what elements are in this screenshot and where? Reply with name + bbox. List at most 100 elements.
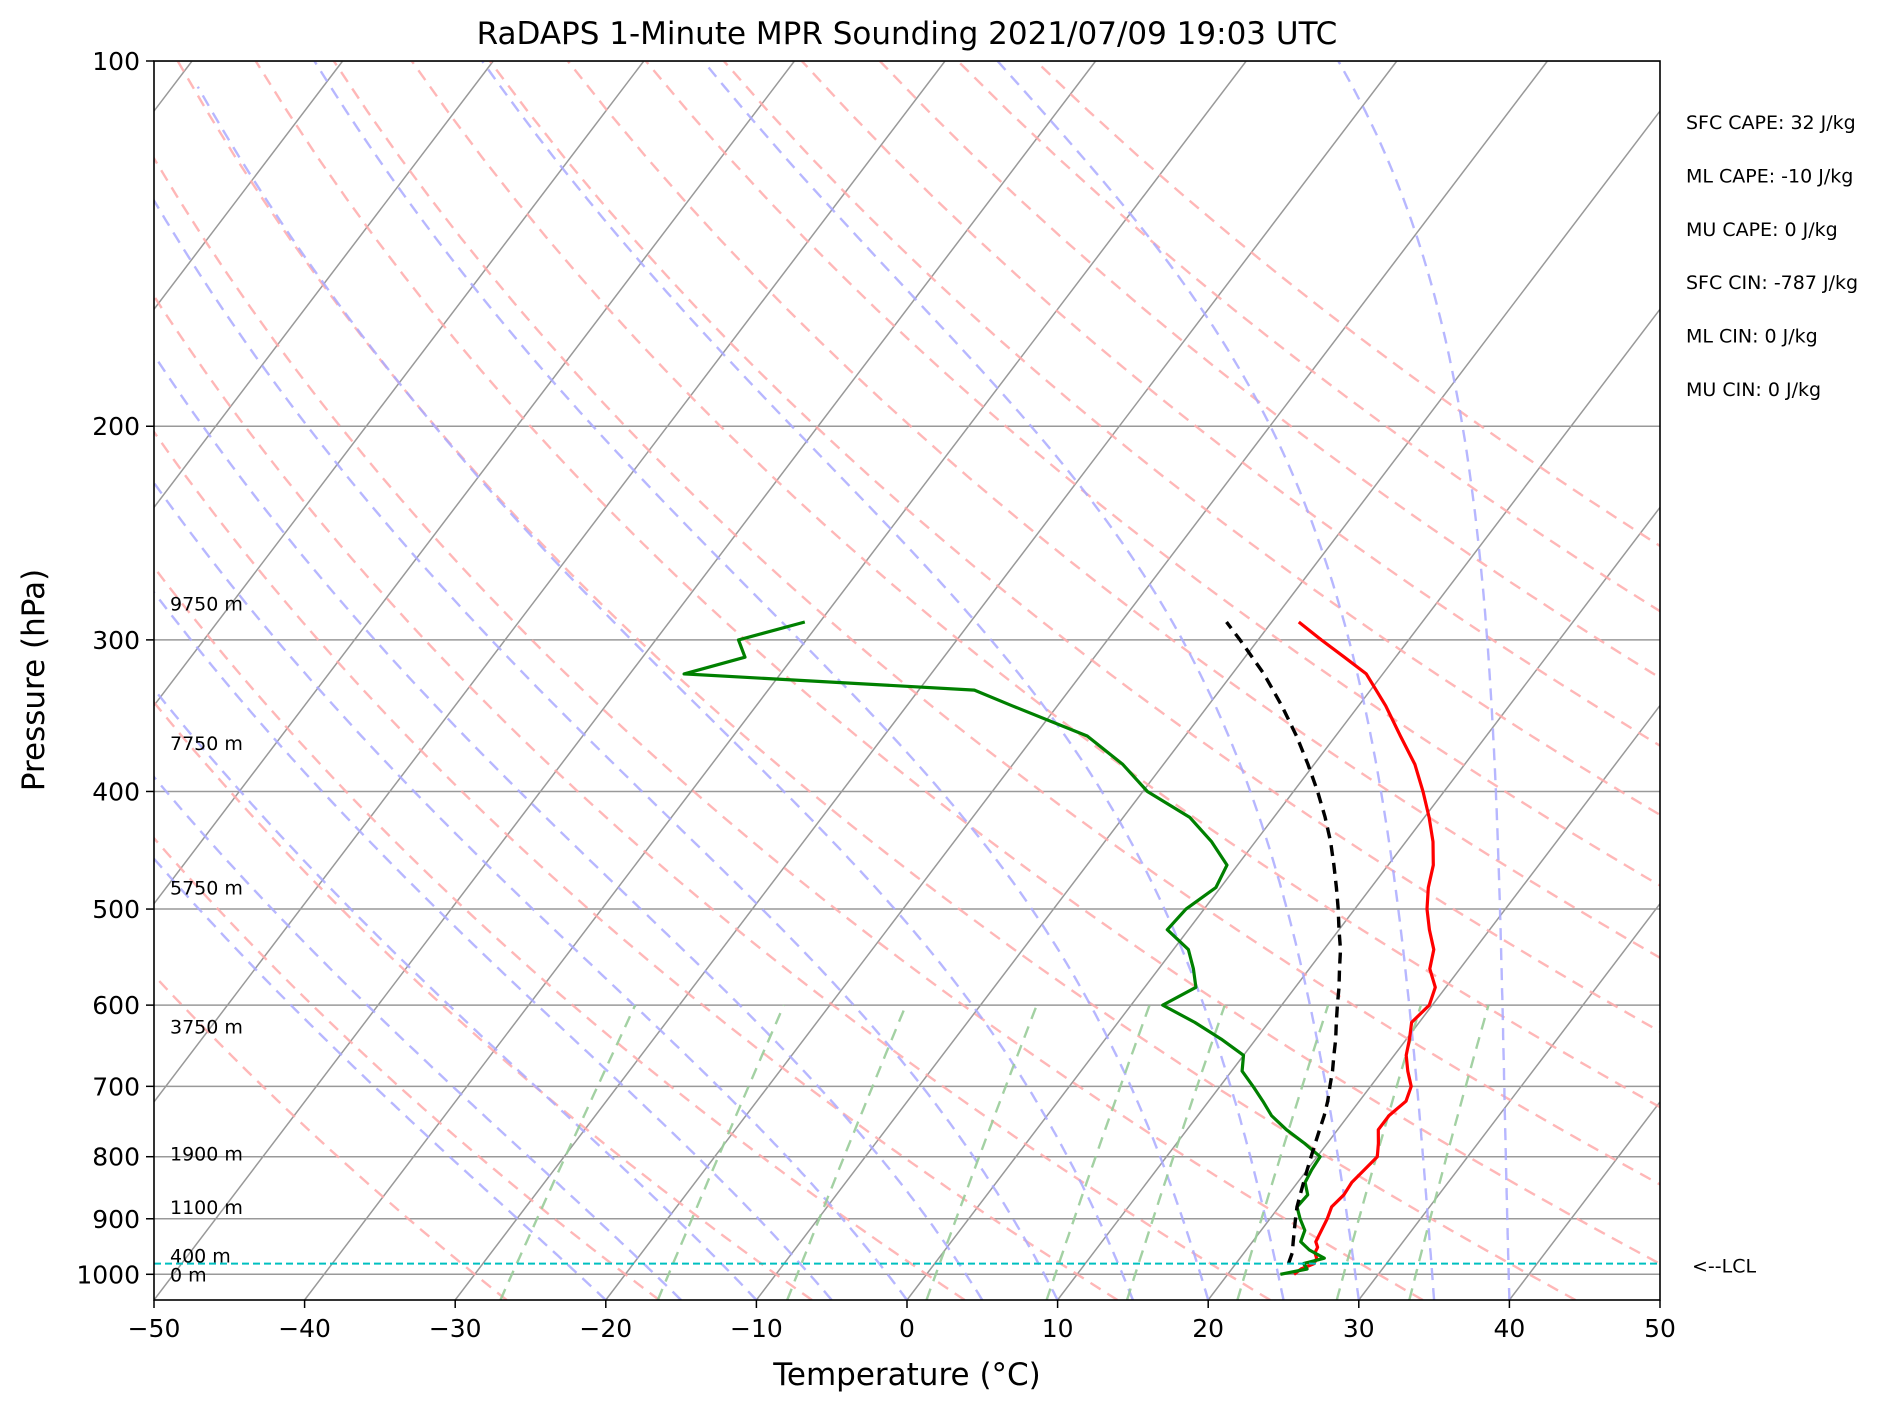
y-axis-label: Pressure (hPa) (16, 569, 52, 791)
moist-adiabat-line (154, 480, 908, 1300)
thermo-annotation: MU CAPE: 0 J/kg (1686, 219, 1838, 241)
parcel-profile-line (1225, 620, 1343, 1265)
isotherm-line (154, 61, 1097, 1300)
x-tick-label: 50 (1644, 1314, 1676, 1343)
lcl-label: <--LCL (1692, 1256, 1756, 1278)
dry-adiabat-line (956, 61, 1660, 613)
dry-adiabat-line (722, 61, 1660, 817)
height-label: 0 m (170, 1264, 207, 1286)
moist-adiabat-line (154, 775, 682, 1300)
x-tick-label: 0 (899, 1314, 915, 1343)
x-tick-label: −30 (429, 1314, 482, 1343)
moist-adiabat-line (313, 61, 1210, 1300)
moist-adiabat-line (154, 198, 1059, 1300)
x-tick-label: 30 (1343, 1314, 1375, 1343)
dry-adiabat-line (154, 973, 508, 1300)
dry-adiabat-line (154, 836, 661, 1300)
dry-adiabat-line (332, 61, 1660, 1186)
y-tick-label: 900 (92, 1205, 140, 1234)
chart-title: RaDAPS 1-Minute MPR Sounding 2021/07/09 … (477, 16, 1338, 52)
isotherm-line (755, 109, 1660, 1300)
y-tick-label: 100 (92, 47, 140, 76)
thermo-annotation: ML CIN: 0 J/kg (1686, 326, 1818, 348)
dry-adiabat-line (566, 61, 1660, 960)
y-tick-label: 300 (92, 626, 140, 655)
dry-adiabat-line (154, 565, 966, 1300)
x-axis-label: Temperature (°C) (772, 1357, 1041, 1393)
mixing-ratio-line (786, 1004, 908, 1300)
isotherm-line (1508, 1100, 1660, 1300)
x-tick-label: 40 (1493, 1314, 1525, 1343)
moist-adiabat-line (1337, 61, 1511, 1300)
x-tick-label: 20 (1192, 1314, 1224, 1343)
y-tick-label: 200 (92, 412, 140, 441)
moist-adiabat-line (154, 590, 833, 1300)
moist-adiabat-line (196, 86, 1135, 1300)
dry-adiabat-line (154, 429, 1119, 1300)
dry-adiabat-line (800, 61, 1660, 748)
dewpoint-line (682, 620, 1326, 1276)
thermo-annotations: SFC CAPE: 32 J/kg ML CAPE: -10 J/kg MU CAP… (1686, 112, 1858, 401)
x-tick-label: −50 (128, 1314, 181, 1343)
y-tick-label: 600 (92, 991, 140, 1020)
isotherm-line (154, 61, 796, 905)
height-label: 400 m (170, 1246, 231, 1268)
dry-adiabat-line (488, 61, 1660, 1033)
moist-adiabat-line (481, 61, 1285, 1300)
mixing-ratio-line (1335, 1004, 1423, 1300)
mixing-ratio-line (656, 1004, 785, 1300)
y-tick-label: 700 (92, 1072, 140, 1101)
y-tick-label: 800 (92, 1143, 140, 1172)
x-tick-label: −40 (278, 1314, 331, 1343)
x-tick-label: 10 (1042, 1314, 1074, 1343)
isotherm-line (154, 61, 645, 707)
y-axis: 100 200 300 400 500 600 700 800 900 1000 (76, 47, 154, 1289)
background-lines (154, 61, 1660, 1300)
moist-adiabat-line (996, 61, 1436, 1300)
moist-adiabat-line (154, 856, 607, 1300)
height-label: 3750 m (170, 1017, 243, 1039)
thermo-annotation: ML CAPE: -10 J/kg (1686, 165, 1853, 187)
dry-adiabat-line (154, 156, 1424, 1300)
isotherm-line (605, 61, 1549, 1300)
x-tick-label: −10 (730, 1314, 783, 1343)
x-axis: −50 −40 −30 −20 −10 0 10 20 30 40 50 (128, 1300, 1676, 1343)
isotherm-line (154, 61, 494, 509)
mixing-ratio-line (1045, 1004, 1151, 1300)
y-tick-label: 400 (92, 777, 140, 806)
plot-frame (153, 60, 1661, 1301)
height-label: 5750 m (170, 878, 243, 900)
mixing-ratio-line (1236, 1004, 1330, 1300)
isotherm-line (1659, 1298, 1660, 1300)
moist-adiabat-line (154, 687, 758, 1300)
mixing-ratio-line (1408, 1004, 1490, 1300)
sounding-series (154, 620, 1660, 1276)
dry-adiabat-line (410, 61, 1660, 1109)
isotherm-line (454, 61, 1398, 1300)
height-label: 1900 m (170, 1143, 243, 1165)
x-tick-label: −20 (579, 1314, 632, 1343)
dry-adiabat-line (878, 61, 1660, 680)
isotherm-line (1057, 506, 1660, 1300)
y-tick-label: 1000 (76, 1260, 140, 1289)
height-label: 9750 m (170, 594, 243, 616)
isotherm-line (1207, 704, 1660, 1300)
y-tick-label: 500 (92, 895, 140, 924)
isotherm-line (154, 61, 344, 311)
dry-adiabat-line (1034, 61, 1660, 548)
mixing-ratio-line (925, 1004, 1038, 1300)
mixing-ratio-line (499, 1004, 637, 1300)
moist-adiabat-line (154, 352, 984, 1300)
mixing-ratio-line (1125, 1004, 1226, 1300)
dry-adiabat-line (154, 700, 813, 1300)
height-labels: 9750 m 7750 m 5750 m 3750 m 1900 m 1100 m 400 … (170, 594, 243, 1287)
isotherm-line (154, 61, 946, 1104)
moist-adiabat-line (702, 61, 1360, 1300)
dry-adiabat-line (154, 293, 1271, 1300)
height-label: 1100 m (170, 1197, 243, 1219)
height-label: 7750 m (170, 733, 243, 755)
thermo-annotation: SFC CIN: -787 J/kg (1686, 272, 1858, 294)
isotherm-line (1358, 902, 1660, 1300)
dry-adiabat-line (176, 61, 1577, 1300)
